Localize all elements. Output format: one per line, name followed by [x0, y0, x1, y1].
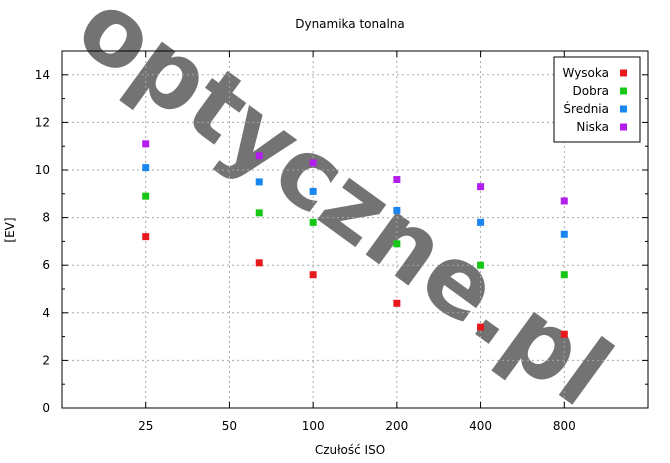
- legend-marker: [620, 69, 627, 77]
- data-point: [560, 330, 568, 338]
- legend-marker: [620, 123, 627, 131]
- data-point: [477, 183, 485, 191]
- data-point: [255, 259, 263, 267]
- data-point: [309, 159, 317, 167]
- watermark-text: optyczne.pl: [58, 0, 631, 428]
- data-point: [309, 187, 317, 195]
- chart-title: Dynamika tonalna: [295, 17, 405, 31]
- legend-marker: [620, 87, 627, 95]
- x-axis-label: Czułość ISO: [315, 443, 385, 457]
- x-tick-label: 400: [469, 419, 492, 433]
- data-point: [255, 178, 263, 186]
- data-point: [393, 240, 401, 248]
- data-point: [477, 218, 485, 226]
- data-point: [560, 197, 568, 205]
- legend-label: Średnia: [563, 101, 609, 116]
- y-tick-label: 8: [42, 211, 50, 225]
- y-tick-label: 14: [35, 68, 50, 82]
- data-point: [142, 192, 150, 200]
- x-tick-label: 800: [553, 419, 576, 433]
- legend-marker: [620, 105, 627, 113]
- data-point: [477, 261, 485, 269]
- data-point: [560, 271, 568, 279]
- data-point: [560, 230, 568, 238]
- data-point: [393, 176, 401, 184]
- data-point: [309, 218, 317, 226]
- data-point: [477, 323, 485, 331]
- legend-label: Niska: [576, 120, 609, 134]
- data-point: [309, 271, 317, 279]
- data-point: [142, 140, 150, 148]
- y-axis-label: [EV]: [3, 217, 17, 242]
- x-tick-label: 200: [385, 419, 408, 433]
- data-point: [142, 233, 150, 241]
- y-tick-label: 2: [42, 353, 50, 367]
- watermark: optyczne.pl: [58, 0, 631, 428]
- x-tick-label: 100: [302, 419, 325, 433]
- y-tick-label: 12: [35, 115, 50, 129]
- x-tick-label: 25: [138, 419, 153, 433]
- legend-label: Wysoka: [563, 66, 609, 80]
- y-tick-label: 0: [42, 401, 50, 415]
- data-points: [142, 140, 568, 338]
- y-tick-label: 6: [42, 258, 50, 272]
- plot-frame: [61, 50, 649, 409]
- data-point: [255, 152, 263, 160]
- y-tick-label: 10: [35, 163, 50, 177]
- legend: Wysoka Dobra Średnia Niska: [553, 56, 641, 143]
- legend-label: Dobra: [573, 84, 610, 98]
- y-tick-label: 4: [42, 306, 50, 320]
- data-point: [142, 164, 150, 172]
- data-point: [393, 206, 401, 214]
- data-point: [255, 209, 263, 217]
- x-tick-label: 50: [222, 419, 237, 433]
- data-point: [393, 299, 401, 307]
